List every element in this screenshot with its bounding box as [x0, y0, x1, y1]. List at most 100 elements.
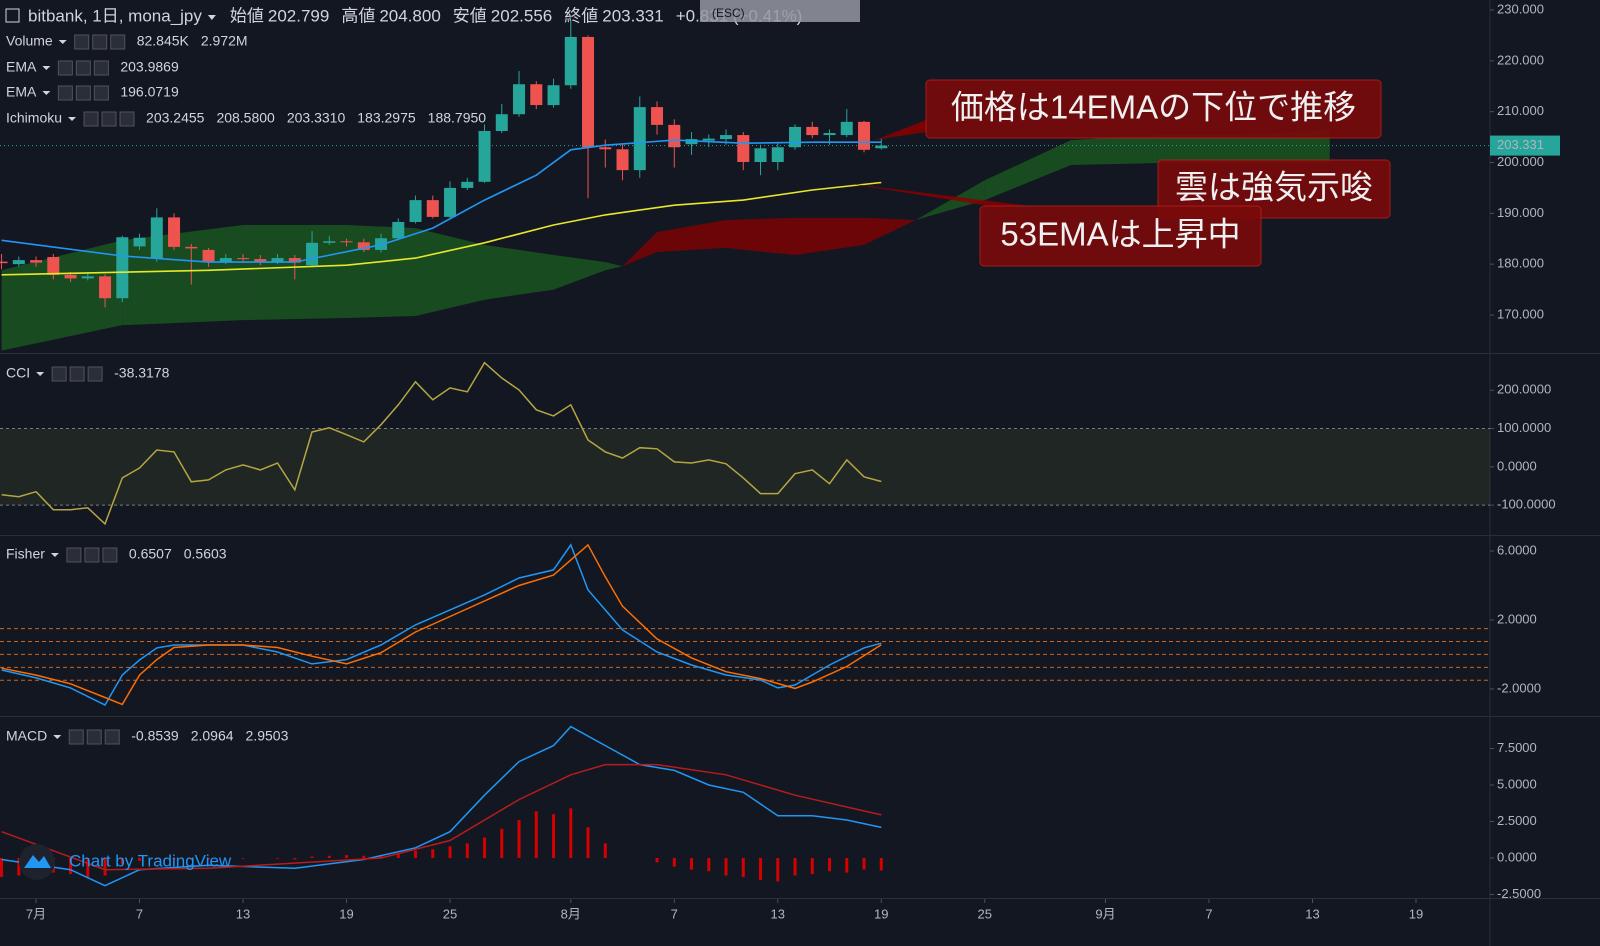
indicator-line [1, 543, 882, 706]
candle-body [237, 258, 250, 260]
cloud-segment [915, 180, 985, 220]
x-tick-label: 25 [443, 906, 457, 921]
annotation-pointer [875, 120, 926, 140]
y-tick-label: 7.5000 [1497, 740, 1537, 755]
candle-body [81, 276, 94, 279]
histogram-bar [396, 853, 400, 858]
indicator-button[interactable] [86, 729, 102, 745]
histogram-bar [500, 828, 504, 858]
ohlc-label: 終値 [564, 6, 598, 25]
tooltip-box [700, 0, 860, 22]
histogram-bar [327, 855, 331, 858]
indicator-line [1, 361, 882, 526]
indicator-button[interactable] [57, 60, 73, 76]
y-tick-label: 0.0000 [1497, 849, 1537, 864]
indicator-button[interactable] [110, 34, 126, 50]
ohlc-value: 204.800 [379, 6, 440, 25]
collapse-icon[interactable] [5, 8, 20, 23]
y-tick-label: 180.000 [1497, 256, 1544, 271]
dropdown-arrow [50, 553, 59, 557]
candle-body [547, 85, 560, 106]
histogram-bar [69, 858, 73, 875]
cloud-segment [984, 140, 1072, 201]
histogram-bar [0, 858, 4, 877]
indicator-button[interactable] [93, 60, 109, 76]
macd-line [1, 763, 882, 871]
cloud-segment [1, 240, 123, 351]
histogram-bar [448, 846, 452, 858]
histogram-bar [379, 855, 383, 858]
indicator-button[interactable] [83, 111, 99, 127]
x-tick-label: 9月 [1095, 906, 1115, 921]
indicator-value: 203.9869 [120, 59, 179, 75]
indicator-value: -0.8539 [131, 728, 179, 744]
x-tick-label: 13 [1305, 906, 1319, 921]
cloud-segment [553, 255, 606, 290]
indicator-button[interactable] [101, 111, 117, 127]
y-tick-label: -2.0000 [1497, 680, 1541, 695]
indicator-button[interactable] [75, 85, 91, 101]
cloud-segment [864, 217, 916, 245]
indicator-button[interactable] [84, 547, 100, 563]
ohlc-label: 安値 [453, 6, 487, 25]
indicator-name: Volume [6, 33, 53, 49]
indicator-button[interactable] [74, 34, 90, 50]
candle-body [392, 221, 405, 239]
histogram-bar [845, 858, 849, 873]
indicator-button[interactable] [68, 729, 84, 745]
indicator-button[interactable] [87, 366, 103, 382]
candle-body [875, 145, 888, 149]
candle-body [530, 84, 543, 106]
indicator-button[interactable] [75, 60, 91, 76]
cloud-segment [1157, 135, 1244, 164]
candle-body [254, 259, 267, 262]
histogram-bar [241, 858, 245, 859]
cloud-segment [726, 217, 796, 256]
candle-body [754, 148, 767, 162]
histogram-bar [207, 858, 211, 860]
indicator-value: 0.5603 [184, 546, 227, 562]
candle-body [323, 241, 336, 243]
indicator-line [1, 543, 882, 706]
histogram-bar [138, 858, 142, 861]
histogram-bar [431, 849, 435, 858]
indicator-button[interactable] [51, 366, 67, 382]
watermark[interactable]: Chart by TradingView [69, 851, 232, 870]
indicator-button[interactable] [92, 34, 108, 50]
indicator-name: Fisher [6, 546, 45, 562]
y-tick-label: 210.000 [1497, 103, 1544, 118]
x-tick-label: 13 [771, 906, 785, 921]
indicator-button[interactable] [93, 85, 109, 101]
histogram-bar [569, 808, 573, 858]
candle-body [64, 274, 77, 279]
histogram-bar [517, 820, 521, 858]
y-tick-label: -2.5000 [1497, 886, 1541, 901]
y-tick-label: 100.0000 [1497, 420, 1551, 435]
indicator-value: 82.845K [137, 33, 190, 49]
candle-body [116, 237, 129, 299]
indicator-name: EMA [6, 59, 37, 75]
macd-line [1, 725, 882, 887]
indicator-button[interactable] [104, 729, 120, 745]
candle-body [340, 241, 353, 243]
indicator-value: 208.5800 [216, 110, 275, 126]
candle-body [478, 130, 491, 182]
histogram-bar [707, 858, 711, 872]
y-tick-label: 2.0000 [1497, 611, 1537, 626]
dropdown-arrow [36, 372, 45, 376]
annotation-box [925, 79, 1382, 139]
candle-body [444, 187, 457, 217]
indicator-button[interactable] [69, 366, 85, 382]
histogram-bar [120, 858, 124, 864]
cloud-segment [622, 232, 658, 267]
indicator-button[interactable] [102, 547, 118, 563]
candle-body [823, 133, 836, 136]
dropdown-arrow [58, 40, 67, 44]
indicator-value: 183.2975 [357, 110, 416, 126]
indicator-button[interactable] [66, 547, 82, 563]
indicator-button[interactable] [119, 111, 135, 127]
candle-body [616, 149, 629, 171]
ema-line [1, 139, 882, 263]
indicator-button[interactable] [57, 85, 73, 101]
x-tick-label: 19 [874, 906, 888, 921]
